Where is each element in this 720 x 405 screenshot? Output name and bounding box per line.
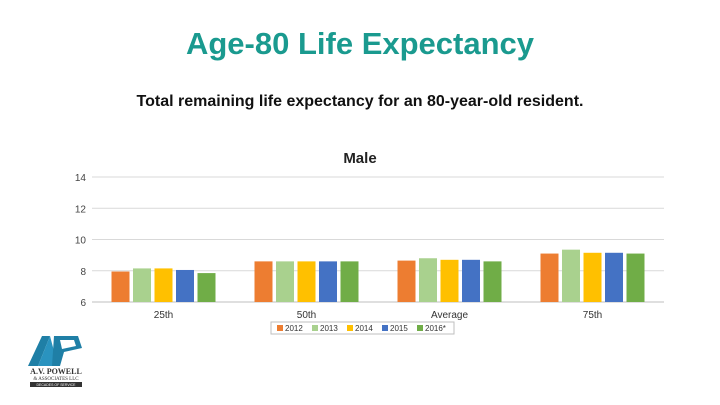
- bar: [626, 253, 645, 302]
- legend-swatch: [347, 325, 353, 331]
- y-tick-label: 12: [75, 204, 87, 215]
- y-tick-label: 6: [80, 298, 86, 309]
- x-tick-label: Average: [431, 310, 469, 321]
- chart-title: Male: [343, 150, 376, 167]
- logo-subname: & ASSOCIATES LLC: [33, 377, 79, 382]
- bar: [440, 259, 459, 302]
- legend-swatch: [417, 325, 423, 331]
- bar: [133, 268, 151, 302]
- bar: [154, 268, 173, 302]
- bar: [276, 261, 294, 302]
- y-tick-label: 10: [75, 236, 87, 247]
- legend-label: 2014: [355, 324, 373, 333]
- legend-label: 2015: [390, 324, 408, 333]
- bar: [583, 252, 602, 302]
- y-tick-label: 8: [80, 267, 86, 278]
- y-tick-label: 14: [75, 173, 87, 184]
- bar: [297, 261, 316, 302]
- bar: [605, 252, 623, 302]
- bar: [319, 261, 337, 302]
- x-tick-label: 25th: [154, 310, 173, 321]
- legend-label: 2012: [285, 324, 303, 333]
- bar: [397, 260, 416, 302]
- bar: [176, 269, 194, 302]
- bar: [340, 261, 359, 302]
- legend-swatch: [277, 325, 283, 331]
- logo-name: A.V. POWELL: [30, 367, 82, 376]
- bar: [540, 253, 559, 302]
- x-tick-label: 75th: [583, 310, 602, 321]
- logo-mark-icon: [28, 336, 82, 366]
- slide-subtitle: Total remaining life expectancy for an 8…: [136, 93, 584, 110]
- company-logo: A.V. POWELL & ASSOCIATES LLC DECADES OF …: [28, 336, 82, 387]
- legend-swatch: [382, 325, 388, 331]
- x-tick-label: 50th: [297, 310, 316, 321]
- legend-label: 2016*: [425, 324, 446, 333]
- legend-label: 2013: [320, 324, 338, 333]
- bar: [111, 271, 130, 302]
- bar: [254, 261, 273, 302]
- bar: [462, 259, 480, 302]
- legend-swatch: [312, 325, 318, 331]
- slide-title: Age-80 Life Expectancy: [185, 26, 535, 61]
- logo-tagline: DECADES OF SERVICE: [36, 383, 76, 387]
- bar: [419, 258, 437, 302]
- bar: [197, 273, 216, 302]
- bar: [483, 261, 502, 302]
- bar: [562, 249, 580, 302]
